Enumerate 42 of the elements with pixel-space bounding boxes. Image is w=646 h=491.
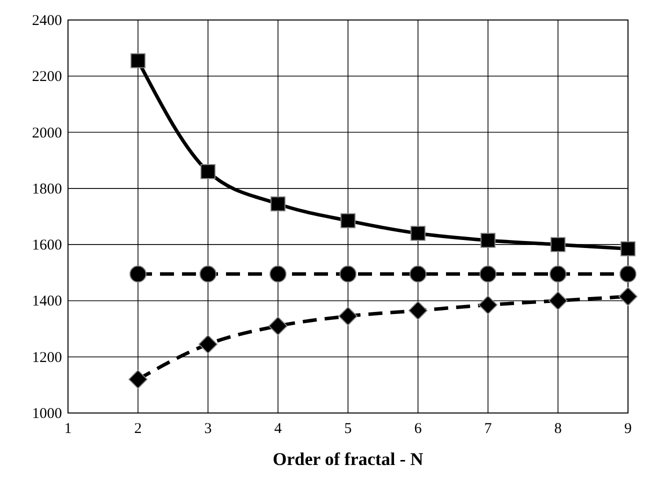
point bbox=[408, 301, 428, 320]
point bbox=[268, 316, 288, 336]
point bbox=[618, 287, 638, 306]
y-tick-label: 1200 bbox=[32, 350, 62, 366]
x-tick-label: 7 bbox=[484, 421, 492, 437]
x-tick-label: 5 bbox=[344, 421, 352, 437]
x-tick-label: 6 bbox=[414, 421, 422, 437]
point bbox=[340, 213, 356, 228]
point bbox=[480, 266, 496, 283]
point bbox=[620, 241, 636, 256]
point bbox=[620, 266, 636, 283]
y-tick-label: 2000 bbox=[32, 125, 62, 142]
y-tick-label: 1600 bbox=[32, 238, 62, 254]
x-tick-label: 4 bbox=[274, 421, 282, 437]
y-tick-label: 2200 bbox=[32, 69, 62, 86]
x-axis-title: Order of fractal - N bbox=[272, 449, 424, 469]
point bbox=[270, 196, 286, 212]
point bbox=[200, 164, 216, 180]
point bbox=[338, 306, 358, 326]
x-tick-label: 9 bbox=[624, 421, 632, 437]
point bbox=[550, 237, 566, 252]
point bbox=[130, 266, 146, 283]
x-tick-label: 8 bbox=[554, 421, 562, 437]
point bbox=[478, 295, 498, 314]
y-tick-label: 2400 bbox=[32, 13, 62, 29]
point bbox=[270, 266, 286, 283]
x-tick-label: 3 bbox=[204, 421, 212, 437]
point bbox=[410, 266, 426, 283]
x-tick-label: 1 bbox=[64, 421, 72, 437]
point bbox=[548, 291, 568, 310]
point bbox=[198, 334, 218, 354]
point bbox=[128, 370, 148, 389]
y-tick-label: 1400 bbox=[32, 294, 62, 310]
point bbox=[340, 266, 356, 283]
point bbox=[480, 232, 496, 248]
point bbox=[200, 266, 216, 283]
point bbox=[410, 226, 426, 241]
point bbox=[550, 266, 566, 283]
y-tick-label: 1800 bbox=[32, 181, 62, 198]
x-tick-label: 2 bbox=[134, 421, 142, 437]
point bbox=[130, 53, 146, 68]
y-tick-label: 1000 bbox=[32, 406, 62, 422]
